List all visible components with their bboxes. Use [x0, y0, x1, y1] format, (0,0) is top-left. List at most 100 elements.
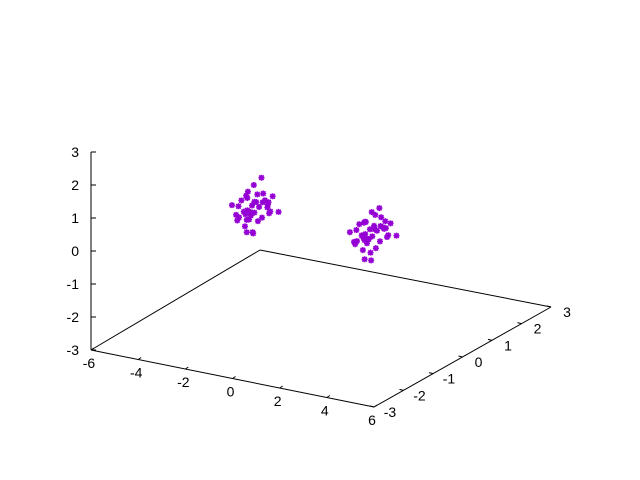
- data-point: [371, 222, 378, 229]
- x-tick: [232, 376, 236, 379]
- y-tick-label: -2: [413, 387, 426, 403]
- data-point: [244, 207, 251, 214]
- data-point: [250, 182, 257, 189]
- y-tick: [517, 322, 522, 325]
- data-point: [249, 229, 256, 236]
- z-tick-label: 2: [71, 177, 79, 193]
- data-point: [362, 231, 369, 238]
- data-point: [351, 238, 358, 245]
- data-point: [376, 238, 383, 245]
- data-point: [267, 208, 274, 215]
- data-point: [244, 194, 251, 201]
- data-point: [378, 214, 385, 221]
- y-tick-label: -1: [443, 371, 456, 387]
- x-tick-label: 6: [368, 412, 376, 428]
- data-point: [393, 232, 400, 239]
- y-tick: [428, 372, 434, 375]
- data-point: [366, 226, 373, 233]
- data-point: [367, 249, 374, 256]
- data-point: [385, 232, 392, 239]
- data-point: [352, 241, 359, 248]
- data-point: [372, 245, 379, 252]
- data-point: [353, 238, 360, 245]
- data-point: [365, 236, 372, 243]
- data-point: [259, 214, 266, 221]
- data-point: [374, 227, 381, 234]
- data-point: [382, 218, 389, 225]
- data-point: [359, 247, 366, 254]
- data-point: [247, 208, 254, 215]
- y-tick: [487, 338, 493, 341]
- x-tick-label: 0: [227, 384, 235, 400]
- data-point: [228, 202, 235, 209]
- data-point: [253, 199, 260, 206]
- data-point: [269, 193, 276, 200]
- data-point: [382, 225, 389, 232]
- y-tick-label: 0: [475, 354, 483, 370]
- back-y-edge: [90, 249, 261, 351]
- series-1: [228, 174, 282, 237]
- y-tick: [546, 305, 552, 308]
- data-point: [236, 214, 243, 221]
- data-point: [363, 240, 370, 247]
- data-point: [247, 212, 254, 219]
- scatter-points: [228, 174, 400, 264]
- data-point: [246, 216, 253, 223]
- data-point: [361, 237, 368, 244]
- data-point: [387, 220, 394, 227]
- data-point: [358, 232, 365, 239]
- tick-marks: [90, 151, 552, 408]
- y-tick-label: 3: [563, 304, 571, 320]
- x-tick-label: -4: [130, 365, 143, 381]
- y-tick-label: 2: [534, 321, 542, 337]
- data-point: [362, 219, 369, 226]
- data-point: [376, 205, 383, 212]
- data-point: [264, 201, 271, 208]
- data-point: [249, 202, 256, 209]
- x-tick: [137, 357, 142, 360]
- data-point: [243, 229, 250, 236]
- tick-labels: -6 -4 -2 0 2 4 6 -3 -2 -1 0 1 2 3 -3 -2 -1 0 1 2 3: [67, 144, 572, 428]
- y-tick-label: 1: [504, 337, 512, 353]
- y-tick-label: -3: [384, 404, 397, 420]
- z-tick-label: 3: [71, 144, 79, 160]
- z-tick-label: 0: [71, 243, 79, 259]
- x-tick-label: -2: [177, 374, 190, 390]
- z-tick-label: -3: [67, 342, 80, 358]
- x-tick-label: -6: [83, 355, 96, 371]
- data-point: [233, 211, 240, 218]
- z-tick-label: -1: [67, 276, 80, 292]
- data-point: [262, 197, 268, 204]
- data-point: [369, 233, 376, 240]
- series-2: [346, 205, 400, 264]
- x-tick-label: 2: [274, 393, 282, 409]
- data-point: [368, 209, 375, 216]
- data-point: [244, 188, 251, 195]
- z-tick-label: -2: [67, 309, 80, 325]
- data-point: [240, 208, 247, 215]
- x-tick-label: 4: [321, 403, 329, 419]
- z-tick-label: 1: [71, 210, 79, 226]
- data-point: [241, 223, 248, 230]
- back-x-edge: [259, 249, 552, 308]
- data-point: [361, 256, 368, 263]
- data-point: [251, 209, 258, 216]
- data-point: [368, 257, 375, 264]
- data-point: [258, 174, 265, 181]
- x-tick: [279, 385, 283, 389]
- y-tick: [399, 388, 404, 391]
- data-point: [238, 197, 245, 204]
- data-point: [353, 227, 360, 234]
- data-point: [346, 229, 353, 236]
- data-point: [275, 208, 282, 215]
- data-point: [235, 203, 242, 210]
- data-point: [254, 218, 261, 225]
- data-point: [372, 211, 379, 218]
- data-point: [256, 203, 263, 210]
- data-point: [243, 192, 250, 199]
- x-tick: [373, 404, 378, 408]
- data-point: [234, 217, 241, 224]
- x-tick: [326, 395, 331, 398]
- data-point: [356, 221, 363, 228]
